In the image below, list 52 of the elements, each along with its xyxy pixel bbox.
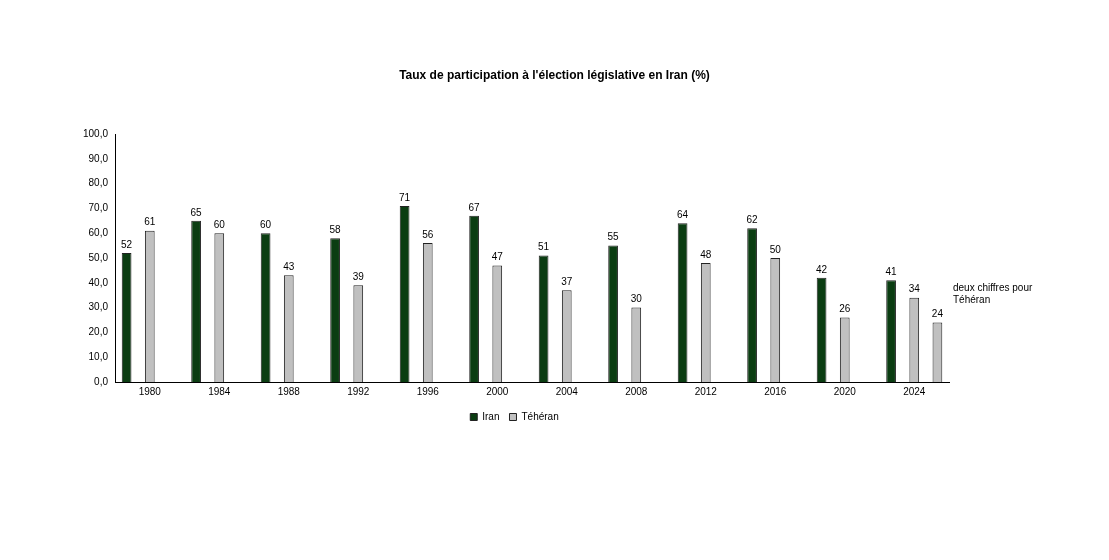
data-label: 71	[399, 191, 411, 203]
data-label: 52	[121, 238, 133, 250]
data-label: 58	[329, 223, 342, 235]
data-label: 43	[283, 261, 295, 273]
x-tick-label: 1984	[208, 385, 231, 397]
data-label: 37	[561, 275, 573, 287]
data-label: 48	[700, 248, 712, 260]
data-label: 62	[746, 213, 759, 225]
x-tick-label: 2008	[625, 385, 648, 397]
legend-label: Iran	[482, 410, 500, 422]
y-tick-label: 30,0	[88, 301, 109, 313]
data-label: 65	[190, 206, 203, 218]
x-tick-label: 2016	[764, 385, 787, 397]
data-label: 24	[931, 308, 944, 320]
y-tick-label: 80,0	[88, 177, 109, 189]
y-tick-label: 70,0	[88, 202, 109, 214]
y-tick-label: 40,0	[88, 276, 109, 288]
x-tick-label: 1992	[347, 385, 370, 397]
y-tick-label: 90,0	[88, 152, 109, 164]
data-label: 64	[677, 209, 689, 221]
y-tick-label: 10,0	[88, 350, 109, 362]
x-tick-label: 2000	[486, 385, 509, 397]
data-label: 56	[422, 228, 434, 240]
x-tick-label: 1988	[277, 385, 301, 397]
data-label: 60	[213, 218, 226, 230]
data-label: 51	[538, 241, 550, 253]
data-label: 26	[839, 303, 851, 315]
data-label: 41	[885, 266, 898, 278]
data-label: 39	[352, 271, 365, 283]
data-label: 50	[769, 243, 782, 255]
x-tick-label: 2004	[555, 385, 579, 397]
chart-title: Taux de participation à l'élection législative en Iran (%)	[398, 68, 711, 82]
data-label: 30	[630, 293, 643, 305]
data-label: 34	[908, 283, 921, 295]
data-label: 67	[468, 201, 481, 213]
y-tick-label: 0,0	[94, 375, 109, 387]
x-tick-label: 1996	[416, 385, 440, 397]
x-tick-label: 2024	[903, 385, 926, 397]
y-tick-label: 100,0	[82, 127, 109, 139]
y-tick-label: 20,0	[88, 326, 109, 338]
x-tick-label: 2012	[694, 385, 718, 397]
data-label: 47	[491, 251, 504, 263]
x-tick-label: 2020	[833, 385, 857, 397]
data-label: 42	[816, 263, 828, 275]
data-label: 60	[260, 218, 272, 230]
legend-label: Téhéran	[521, 410, 559, 422]
y-tick-label: 60,0	[88, 226, 109, 238]
y-tick-label: 50,0	[88, 251, 109, 263]
data-label: 55	[607, 231, 620, 243]
text: deux chiffres pour Téhéran	[953, 281, 1033, 305]
data-label: 61	[144, 216, 156, 228]
x-tick-label: 1980	[138, 385, 162, 397]
